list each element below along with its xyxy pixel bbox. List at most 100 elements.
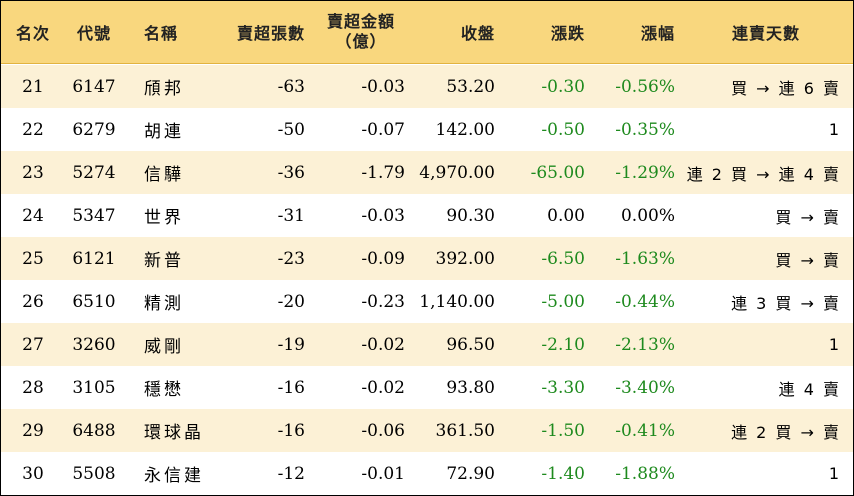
cell-rank: 23 <box>22 162 44 183</box>
cell-change: -0.50 <box>541 119 585 140</box>
table-row: 22 6279 胡連 -50 -0.07 142.00 -0.50 -0.35% 1 <box>1 108 853 151</box>
cell-code: 6488 <box>72 420 116 441</box>
cell-amount: -0.07 <box>361 119 405 140</box>
cell-pct: -0.56% <box>615 76 675 97</box>
cell-pct: -2.13% <box>615 334 675 355</box>
cell-code: 6121 <box>72 248 116 269</box>
cell-name: 環球晶 <box>144 423 204 443</box>
cell-change: -5.00 <box>541 291 585 312</box>
cell-lots: -50 <box>277 119 305 140</box>
cell-name: 威剛 <box>144 337 184 357</box>
cell-amount: -0.03 <box>361 76 405 97</box>
header-sell-amount: 賣超金額 （億） <box>311 1 411 63</box>
cell-streak: 買 → 賣 <box>775 207 841 227</box>
cell-amount: -0.23 <box>361 291 405 312</box>
cell-change: -1.40 <box>541 463 585 484</box>
cell-change: -3.30 <box>541 377 585 398</box>
cell-lots: -31 <box>277 205 305 226</box>
cell-name: 精測 <box>144 294 184 314</box>
header-change: 漲跌 <box>550 24 585 43</box>
header-name: 名稱 <box>144 24 179 43</box>
cell-close: 53.20 <box>446 76 495 97</box>
cell-rank: 29 <box>22 420 44 441</box>
cell-code: 3260 <box>72 334 116 355</box>
cell-streak: 連 4 賣 <box>778 379 841 399</box>
table-row: 25 6121 新普 -23 -0.09 392.00 -6.50 -1.63% 買 → 賣 <box>1 237 853 280</box>
cell-close: 361.50 <box>435 420 495 441</box>
cell-close: 4,970.00 <box>419 162 495 183</box>
cell-streak: 買 → 連 6 賣 <box>731 78 841 98</box>
cell-pct: -1.29% <box>615 162 675 183</box>
cell-change: 0.00 <box>547 205 585 226</box>
cell-lots: -36 <box>277 162 305 183</box>
cell-code: 6510 <box>72 291 116 312</box>
table-row: 24 5347 世界 -31 -0.03 90.30 0.00 0.00% 買 → 賣 <box>1 194 853 237</box>
cell-change: -0.30 <box>541 76 585 97</box>
cell-amount: -0.03 <box>361 205 405 226</box>
cell-change: -6.50 <box>541 248 585 269</box>
cell-amount: -0.01 <box>361 463 405 484</box>
cell-code: 6279 <box>72 119 116 140</box>
header-sell-lots: 賣超張數 <box>236 24 305 43</box>
cell-close: 93.80 <box>446 377 495 398</box>
cell-amount: -0.02 <box>361 334 405 355</box>
cell-code: 5508 <box>72 463 116 484</box>
cell-close: 72.90 <box>446 463 495 484</box>
cell-amount: -0.02 <box>361 377 405 398</box>
cell-lots: -16 <box>277 420 305 441</box>
cell-lots: -16 <box>277 377 305 398</box>
cell-pct: -0.44% <box>615 291 675 312</box>
cell-streak: 連 2 買 → 連 4 賣 <box>686 164 841 184</box>
cell-code: 5274 <box>72 162 116 183</box>
cell-close: 96.50 <box>446 334 495 355</box>
cell-change: -65.00 <box>530 162 585 183</box>
cell-close: 1,140.00 <box>419 291 495 312</box>
cell-lots: -63 <box>277 76 305 97</box>
cell-rank: 28 <box>22 377 44 398</box>
cell-rank: 26 <box>22 291 44 312</box>
cell-close: 142.00 <box>435 119 495 140</box>
table-row: 26 6510 精測 -20 -0.23 1,140.00 -5.00 -0.44% 連 3 買… <box>1 280 853 323</box>
cell-amount: -0.09 <box>361 248 405 269</box>
cell-pct: -1.88% <box>615 463 675 484</box>
cell-pct: -0.41% <box>615 420 675 441</box>
cell-streak: 連 2 買 → 賣 <box>731 422 841 442</box>
cell-streak: 1 <box>828 335 841 354</box>
cell-name: 世界 <box>144 208 184 228</box>
cell-change: -1.50 <box>541 420 585 441</box>
header-code: 代號 <box>76 24 111 43</box>
cell-name: 穩懋 <box>144 380 184 400</box>
header-sell-amount-unit: （億） <box>335 32 387 51</box>
cell-rank: 24 <box>22 205 44 226</box>
cell-name: 頎邦 <box>144 79 184 99</box>
cell-code: 6147 <box>72 76 116 97</box>
cell-streak: 1 <box>828 464 841 483</box>
table-row: 28 3105 穩懋 -16 -0.02 93.80 -3.30 -3.40% 連 4 賣 <box>1 366 853 409</box>
cell-name: 胡連 <box>144 122 184 142</box>
cell-streak: 連 3 買 → 賣 <box>731 293 841 313</box>
table-row: 21 6147 頎邦 -63 -0.03 53.20 -0.30 -0.56% 買 → 連 6 … <box>1 65 853 108</box>
cell-pct: -1.63% <box>615 248 675 269</box>
cell-pct: 0.00% <box>620 205 675 226</box>
cell-rank: 25 <box>22 248 44 269</box>
cell-name: 新普 <box>144 251 184 271</box>
cell-close: 392.00 <box>435 248 495 269</box>
cell-lots: -20 <box>277 291 305 312</box>
table-header: 名次 代號 名稱 賣超張數 賣超金額 （億） 收盤 漲跌 漲幅 連賣天數 <box>1 1 853 64</box>
header-streak: 連賣天數 <box>731 24 800 43</box>
cell-rank: 22 <box>22 119 44 140</box>
cell-code: 3105 <box>72 377 116 398</box>
header-change-pct: 漲幅 <box>640 24 675 43</box>
table-row: 30 5508 永信建 -12 -0.01 72.90 -1.40 -1.88% 1 <box>1 452 853 495</box>
header-rank: 名次 <box>15 24 50 43</box>
cell-pct: -3.40% <box>615 377 675 398</box>
header-close: 收盤 <box>460 24 495 43</box>
cell-lots: -23 <box>277 248 305 269</box>
cell-close: 90.30 <box>446 205 495 226</box>
cell-rank: 27 <box>22 334 44 355</box>
cell-rank: 21 <box>22 76 44 97</box>
cell-name: 信驊 <box>144 165 184 185</box>
cell-pct: -0.35% <box>615 119 675 140</box>
cell-code: 5347 <box>72 205 116 226</box>
cell-lots: -12 <box>277 463 305 484</box>
